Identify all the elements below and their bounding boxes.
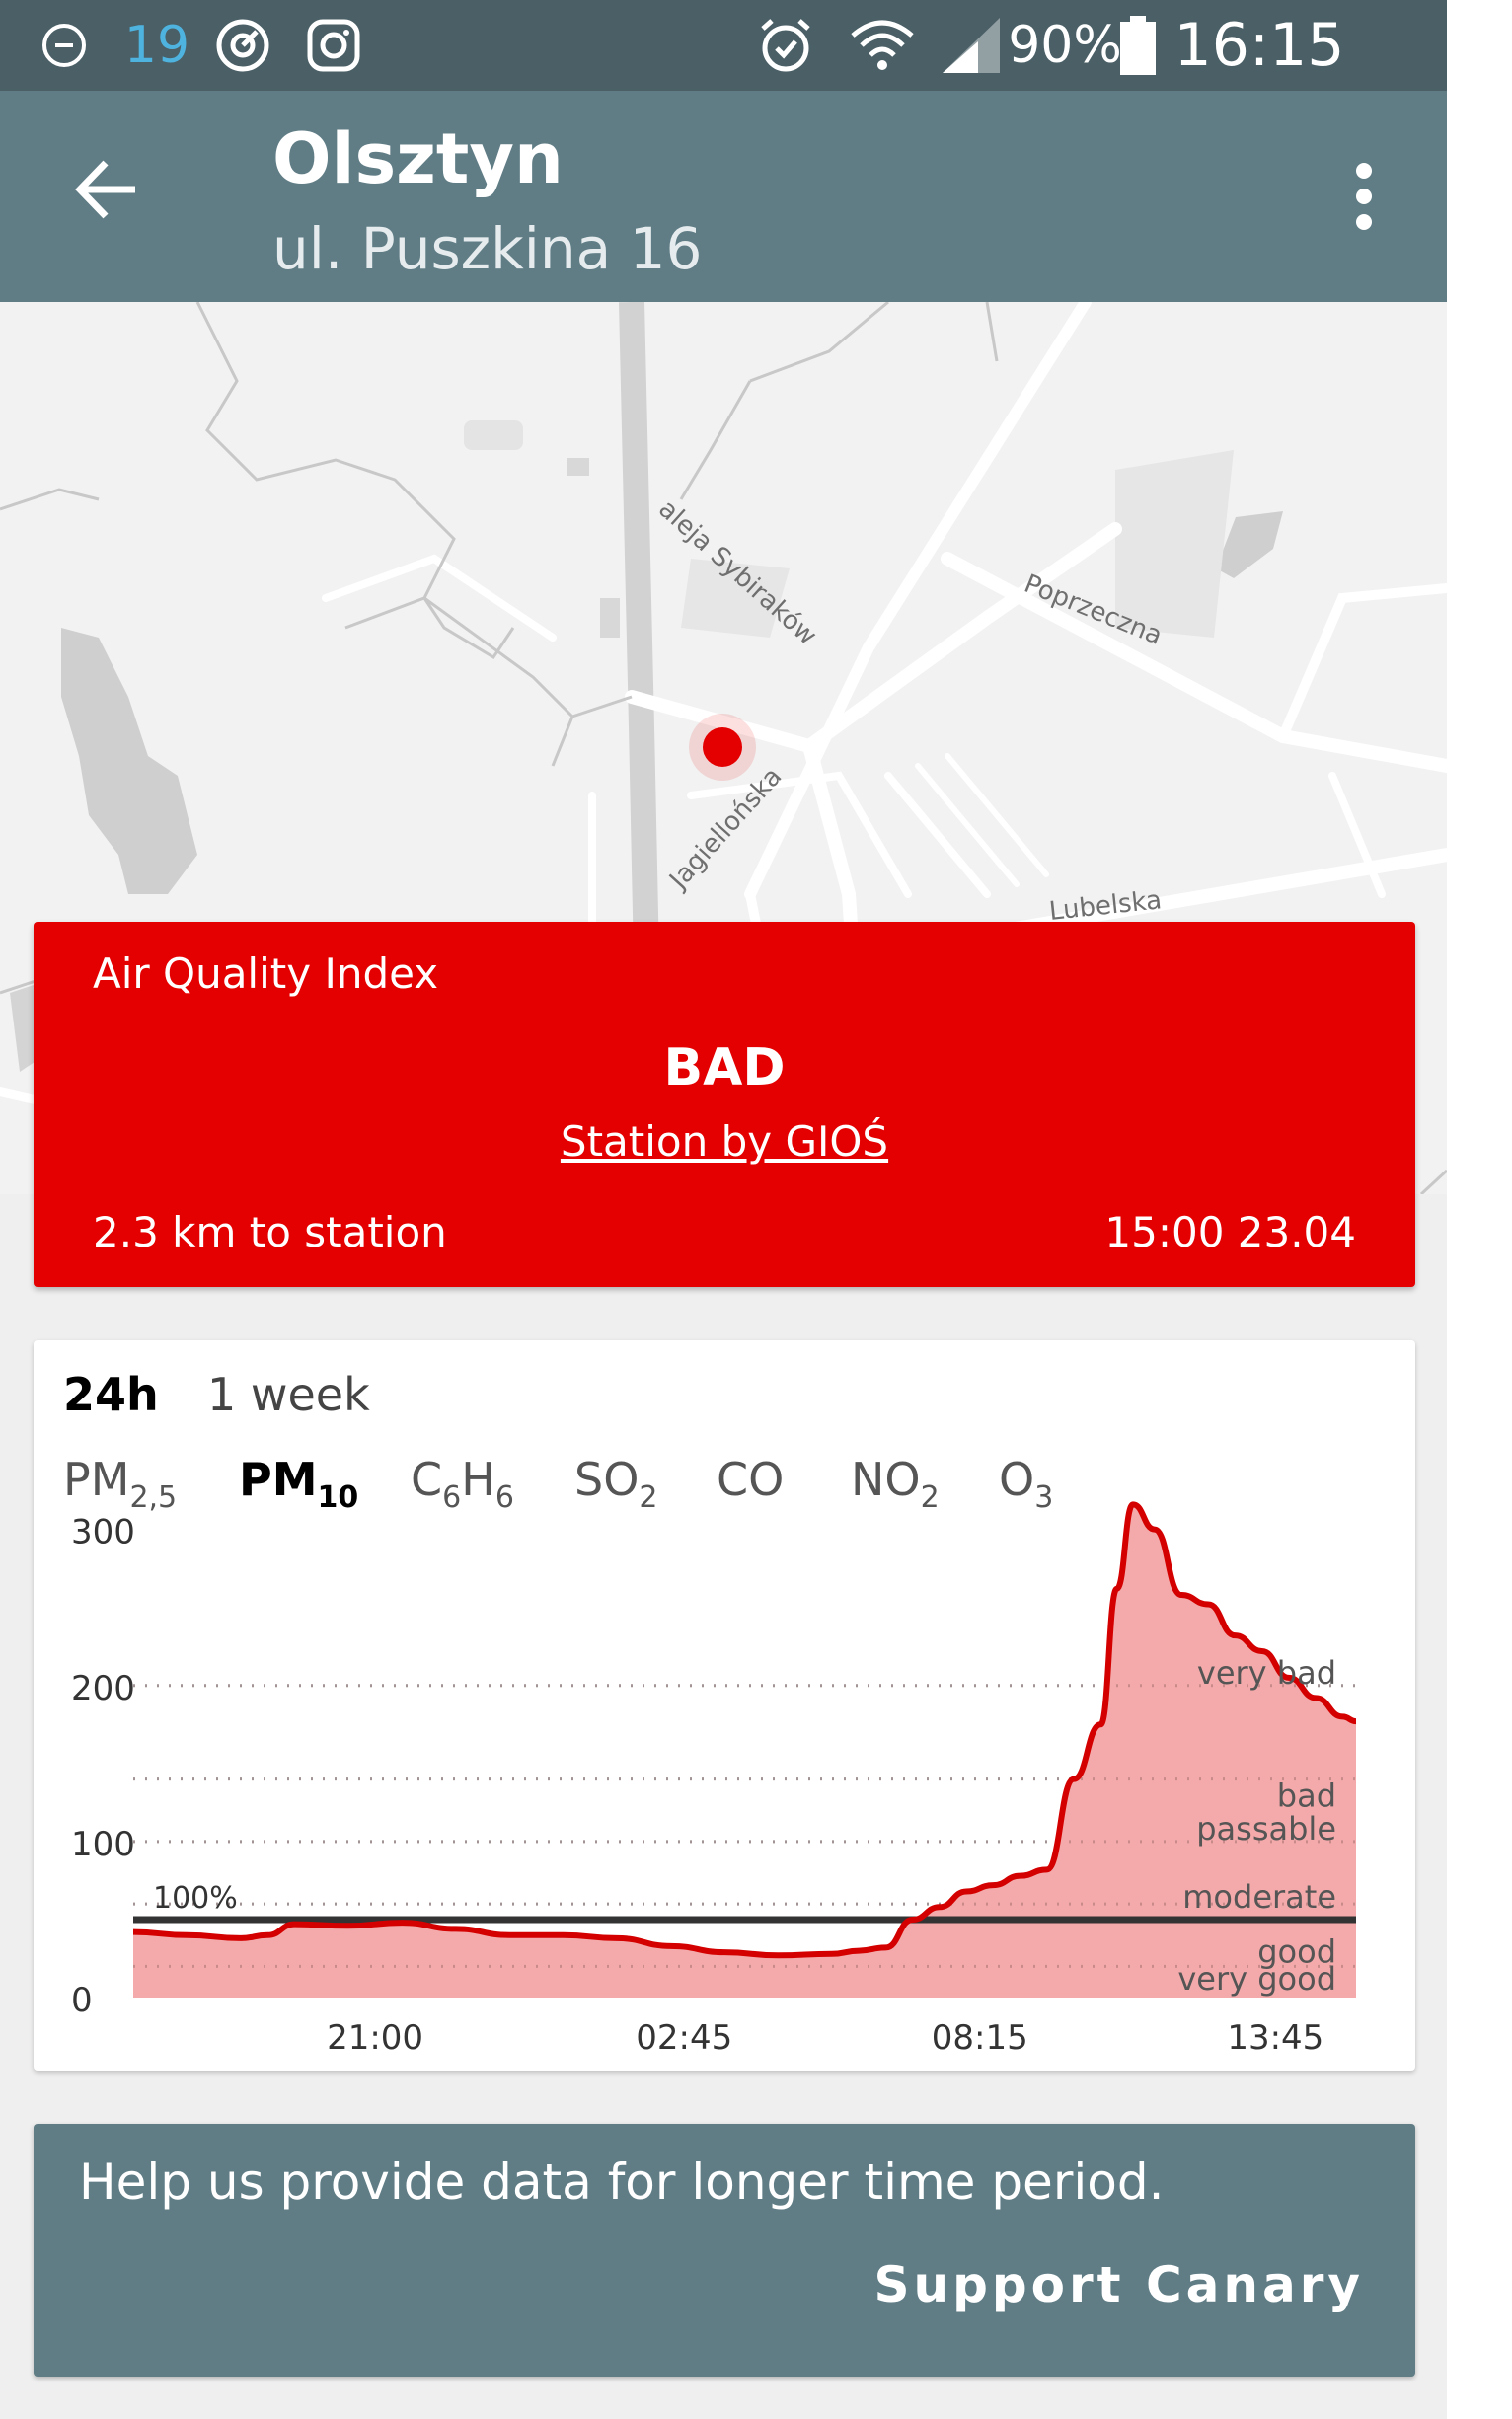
minus-circle-icon: [36, 0, 93, 91]
tab-c6h6[interactable]: C6H6: [411, 1453, 514, 1515]
tab-o3[interactable]: O3: [999, 1453, 1054, 1515]
support-message: Help us provide data for longer time per…: [79, 2154, 1165, 2211]
screen-edge: [1447, 0, 1512, 2419]
air-quality-card: Air Quality Index BAD Station by GIOŚ 2.…: [34, 922, 1415, 1287]
tab-co[interactable]: CO: [717, 1453, 785, 1506]
aqi-label: Air Quality Index: [93, 949, 439, 998]
x-tick-label: 02:45: [636, 2018, 732, 2058]
street-label-jagiellonska: Jagiellońska: [663, 762, 789, 896]
page-title: Olsztyn: [272, 118, 564, 199]
battery-percent: 90%: [1008, 16, 1122, 75]
app-bar: Olsztyn ul. Puszkina 16: [0, 91, 1447, 302]
y-tick-label: 100: [71, 1825, 135, 1864]
wifi-icon: [847, 0, 918, 91]
band-label-very-good: very good: [1177, 1960, 1336, 1998]
pm10-area-chart: 0 100 200 300 21:00 02:45 08:15 13:45 100% very b…: [71, 1501, 1357, 2058]
lake: [61, 628, 197, 894]
aqi-value: BAD: [663, 1038, 786, 1097]
station-distance: 2.3 km to station: [93, 1208, 447, 1256]
station-marker[interactable]: [703, 727, 742, 767]
x-tick-label: 21:00: [327, 2018, 423, 2058]
tab-pm25[interactable]: PM2,5: [63, 1453, 178, 1515]
norm-threshold-label: 100%: [153, 1881, 238, 1916]
back-button[interactable]: [57, 140, 156, 239]
status-bar: 19 90% 16:15: [0, 0, 1447, 91]
alarm-icon: [752, 0, 819, 91]
band-label-passable: passable: [1196, 1810, 1336, 1848]
clock: 16:15: [1173, 11, 1345, 80]
y-tick-label: 200: [71, 1669, 135, 1708]
tab-24h[interactable]: 24h: [63, 1368, 159, 1421]
y-tick-label: 300: [71, 1513, 135, 1552]
support-card: Help us provide data for longer time per…: [34, 2124, 1415, 2377]
street-label-lubelska: Lubelska: [1048, 885, 1164, 927]
battery-icon: [1115, 0, 1161, 91]
pm10-area-fill: [133, 1504, 1356, 1998]
more-vert-icon: [1356, 163, 1372, 230]
x-tick-label: 13:45: [1227, 2018, 1323, 2058]
tab-1-week[interactable]: 1 week: [207, 1368, 370, 1421]
page-subtitle: ul. Puszkina 16: [272, 215, 703, 282]
tab-so2[interactable]: SO2: [574, 1453, 658, 1515]
support-canary-button[interactable]: Support Canary: [873, 2256, 1364, 2313]
arrow-back-icon: [75, 160, 135, 219]
tab-pm10[interactable]: PM10: [239, 1453, 359, 1515]
tab-no2[interactable]: NO2: [851, 1453, 940, 1515]
sync-icon: [211, 0, 274, 91]
band-label-bad: bad: [1277, 1777, 1336, 1815]
history-chart-card: 24h 1 week PM2,5 PM10 C6H6 SO2 CO NO2 O3…: [34, 1340, 1415, 2071]
notification-count: 19: [123, 16, 190, 75]
app-screen: 19 90% 16:15 Olsztyn ul. P: [0, 0, 1447, 2419]
station-link[interactable]: Station by GIOŚ: [560, 1117, 889, 1166]
band-label-very-bad: very bad: [1197, 1654, 1336, 1692]
instagram-icon: [302, 0, 365, 91]
pm10-series-line: [132, 1501, 1357, 1959]
measurement-timestamp: 15:00 23.04: [1104, 1208, 1356, 1256]
pond: [1216, 511, 1283, 578]
x-tick-label: 08:15: [932, 2018, 1028, 2058]
overflow-menu-button[interactable]: [1334, 152, 1394, 241]
band-label-moderate: moderate: [1182, 1878, 1336, 1916]
y-tick-label: 0: [71, 1981, 93, 2020]
signal-icon: [938, 0, 1005, 91]
band-label-good: good: [1257, 1932, 1336, 1970]
